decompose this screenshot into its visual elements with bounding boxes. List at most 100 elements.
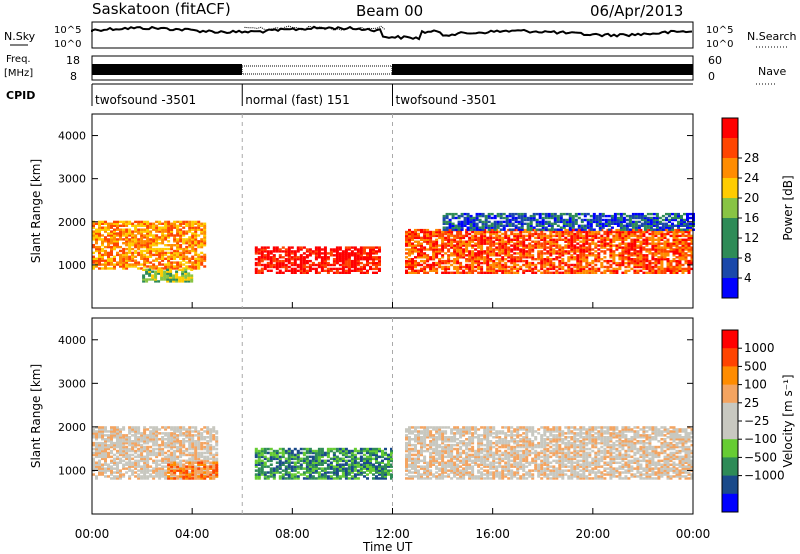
scatter-cell bbox=[125, 222, 129, 225]
scatter-cell bbox=[683, 222, 686, 225]
scatter-cell bbox=[483, 228, 487, 232]
scatter-cell bbox=[194, 253, 198, 257]
scatter-cell bbox=[615, 248, 619, 251]
scatter-cell bbox=[414, 250, 417, 253]
scatter-cell bbox=[657, 269, 661, 272]
scatter-cell bbox=[143, 240, 147, 243]
scatter-cell bbox=[317, 463, 321, 466]
scatter-cell bbox=[155, 265, 159, 268]
scatter-cell bbox=[122, 459, 126, 463]
scatter-cell bbox=[531, 256, 535, 259]
scatter-cell bbox=[646, 222, 650, 225]
scatter-cell bbox=[191, 457, 195, 461]
scatter-cell bbox=[571, 216, 575, 220]
scatter-cell bbox=[633, 232, 637, 236]
scatter-cell bbox=[158, 261, 162, 264]
scatter-cell bbox=[558, 238, 562, 241]
scatter-cell bbox=[429, 230, 433, 234]
scatter-cell bbox=[160, 270, 164, 273]
scatter-cell bbox=[372, 473, 375, 476]
scatter-cell bbox=[140, 232, 144, 235]
scatter-cell bbox=[652, 224, 656, 227]
scatter-cell bbox=[170, 226, 174, 229]
scatter-cell bbox=[576, 263, 580, 267]
scatter-cell bbox=[549, 261, 553, 265]
scatter-cell bbox=[442, 214, 446, 218]
scatter-cell bbox=[188, 245, 192, 249]
scatter-cell bbox=[137, 469, 141, 472]
scatter-cell bbox=[672, 254, 676, 257]
scatter-cell bbox=[426, 256, 430, 259]
scatter-cell bbox=[326, 261, 330, 265]
scatter-cell bbox=[576, 256, 580, 259]
scatter-cell bbox=[639, 256, 643, 259]
scatter-cell bbox=[164, 434, 168, 437]
scatter-cell bbox=[158, 453, 162, 457]
scatter-cell bbox=[546, 261, 550, 265]
scatter-cell bbox=[613, 220, 617, 224]
scatter-cell bbox=[565, 212, 569, 216]
scatter-cell bbox=[378, 477, 381, 480]
scatter-cell bbox=[690, 261, 694, 265]
scatter-cell bbox=[684, 261, 688, 265]
scatter-cell bbox=[366, 455, 369, 459]
scatter-cell bbox=[122, 443, 126, 447]
scatter-cell bbox=[326, 459, 330, 463]
scatter-cell bbox=[185, 461, 189, 464]
scatter-cell bbox=[654, 252, 658, 255]
scatter-cell bbox=[359, 258, 363, 261]
scatter-cell bbox=[151, 274, 155, 277]
scatter-cell bbox=[637, 216, 641, 220]
scatter-cell bbox=[167, 453, 171, 457]
cpid-segment-label: twofsound -3501 bbox=[396, 93, 497, 107]
scatter-cell bbox=[314, 267, 318, 271]
scatter-cell bbox=[631, 216, 635, 220]
scatter-cell bbox=[586, 222, 590, 225]
scatter-cell bbox=[166, 276, 170, 279]
scatter-cell bbox=[567, 256, 571, 259]
scatter-cell bbox=[633, 230, 637, 234]
scatter-cell bbox=[636, 238, 640, 241]
scatter-cell bbox=[341, 451, 345, 455]
scatter-cell bbox=[540, 254, 544, 257]
scatter-cell bbox=[675, 263, 679, 267]
scatter-cell bbox=[543, 238, 547, 241]
scatter-cell bbox=[170, 255, 174, 258]
scatter-cell bbox=[203, 447, 207, 451]
scatter-cell bbox=[148, 270, 152, 273]
scatter-cell bbox=[633, 252, 637, 255]
scatter-cell bbox=[639, 244, 643, 247]
scatter-cell bbox=[471, 234, 475, 238]
scatter-cell bbox=[122, 261, 126, 264]
scatter-cell bbox=[586, 212, 590, 216]
scatter-cell bbox=[317, 473, 321, 476]
scatter-cell bbox=[678, 238, 682, 241]
scatter-cell bbox=[606, 238, 610, 241]
scatter-cell bbox=[206, 457, 210, 461]
scatter-cell bbox=[369, 261, 372, 265]
scatter-cell bbox=[471, 236, 475, 240]
scatter-cell bbox=[95, 238, 98, 241]
scatter-cell bbox=[423, 259, 427, 263]
scatter-cell bbox=[510, 267, 514, 271]
scatter-cell bbox=[311, 475, 315, 478]
scatter-cell bbox=[113, 247, 116, 251]
scatter-cell bbox=[594, 230, 598, 234]
scatter-cell bbox=[263, 477, 267, 480]
scatter-cell bbox=[145, 270, 149, 273]
scatter-cell bbox=[182, 251, 186, 255]
scatter-cell bbox=[495, 261, 499, 265]
scatter-cell bbox=[546, 250, 550, 253]
scatter-cell bbox=[338, 263, 342, 267]
scatter-cell bbox=[332, 254, 336, 257]
scatter-cell bbox=[194, 230, 198, 233]
scatter-cell bbox=[645, 267, 649, 271]
scatter-cell bbox=[152, 267, 156, 270]
scatter-cell bbox=[363, 465, 366, 468]
scatter-cell bbox=[209, 428, 213, 431]
scatter-cell bbox=[459, 234, 463, 238]
scatter-cell bbox=[173, 265, 177, 268]
scatter-cell bbox=[197, 455, 201, 459]
scatter-cell bbox=[636, 269, 640, 272]
scatter-cell bbox=[645, 230, 649, 234]
